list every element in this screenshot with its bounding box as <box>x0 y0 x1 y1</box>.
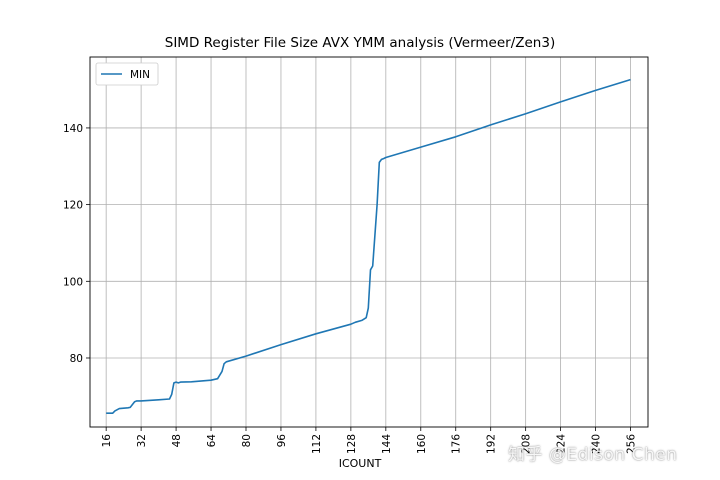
x-axis-label: ICOUNT <box>338 457 382 470</box>
x-axis: 16 32 48 64 80 96 112 128 144 160 176 192 208 224 240 2… <box>101 427 638 454</box>
x-tick-label: 128 <box>346 434 358 454</box>
series-line-min <box>106 78 631 415</box>
legend: MIN <box>95 62 159 86</box>
x-tick-label: 192 <box>486 434 498 454</box>
x-tick-label: 144 <box>381 434 393 454</box>
x-tick-label: 112 <box>311 434 323 454</box>
y-tick-label: 100 <box>63 276 83 288</box>
legend-label: MIN <box>130 69 150 81</box>
y-axis: 80 100 120 140 <box>63 123 90 365</box>
chart-title: SIMD Register File Size AVX YMM analysis… <box>164 35 556 51</box>
x-tick-label: 64 <box>206 434 218 448</box>
y-tick-label: 120 <box>63 200 83 212</box>
x-tick-label: 80 <box>241 434 253 447</box>
plot-frame <box>89 56 649 428</box>
x-tick-label: 48 <box>171 434 183 447</box>
x-tick-label: 176 <box>451 434 463 454</box>
x-tick-label: 16 <box>101 434 113 448</box>
x-tick-label: 208 <box>521 434 533 454</box>
series-layer <box>106 78 631 415</box>
x-tick-label: 256 <box>626 434 638 454</box>
y-tick-label: 80 <box>70 353 83 365</box>
x-tick-label: 240 <box>591 434 603 454</box>
watermark: 知乎 @Edison Chen <box>508 445 678 465</box>
gridlines <box>90 57 648 427</box>
x-tick-label: 160 <box>416 434 428 454</box>
y-tick-label: 140 <box>63 123 83 135</box>
x-tick-label: 32 <box>136 434 148 447</box>
legend-box <box>95 62 159 86</box>
x-tick-label: 96 <box>276 434 288 448</box>
x-tick-label: 224 <box>556 434 568 454</box>
